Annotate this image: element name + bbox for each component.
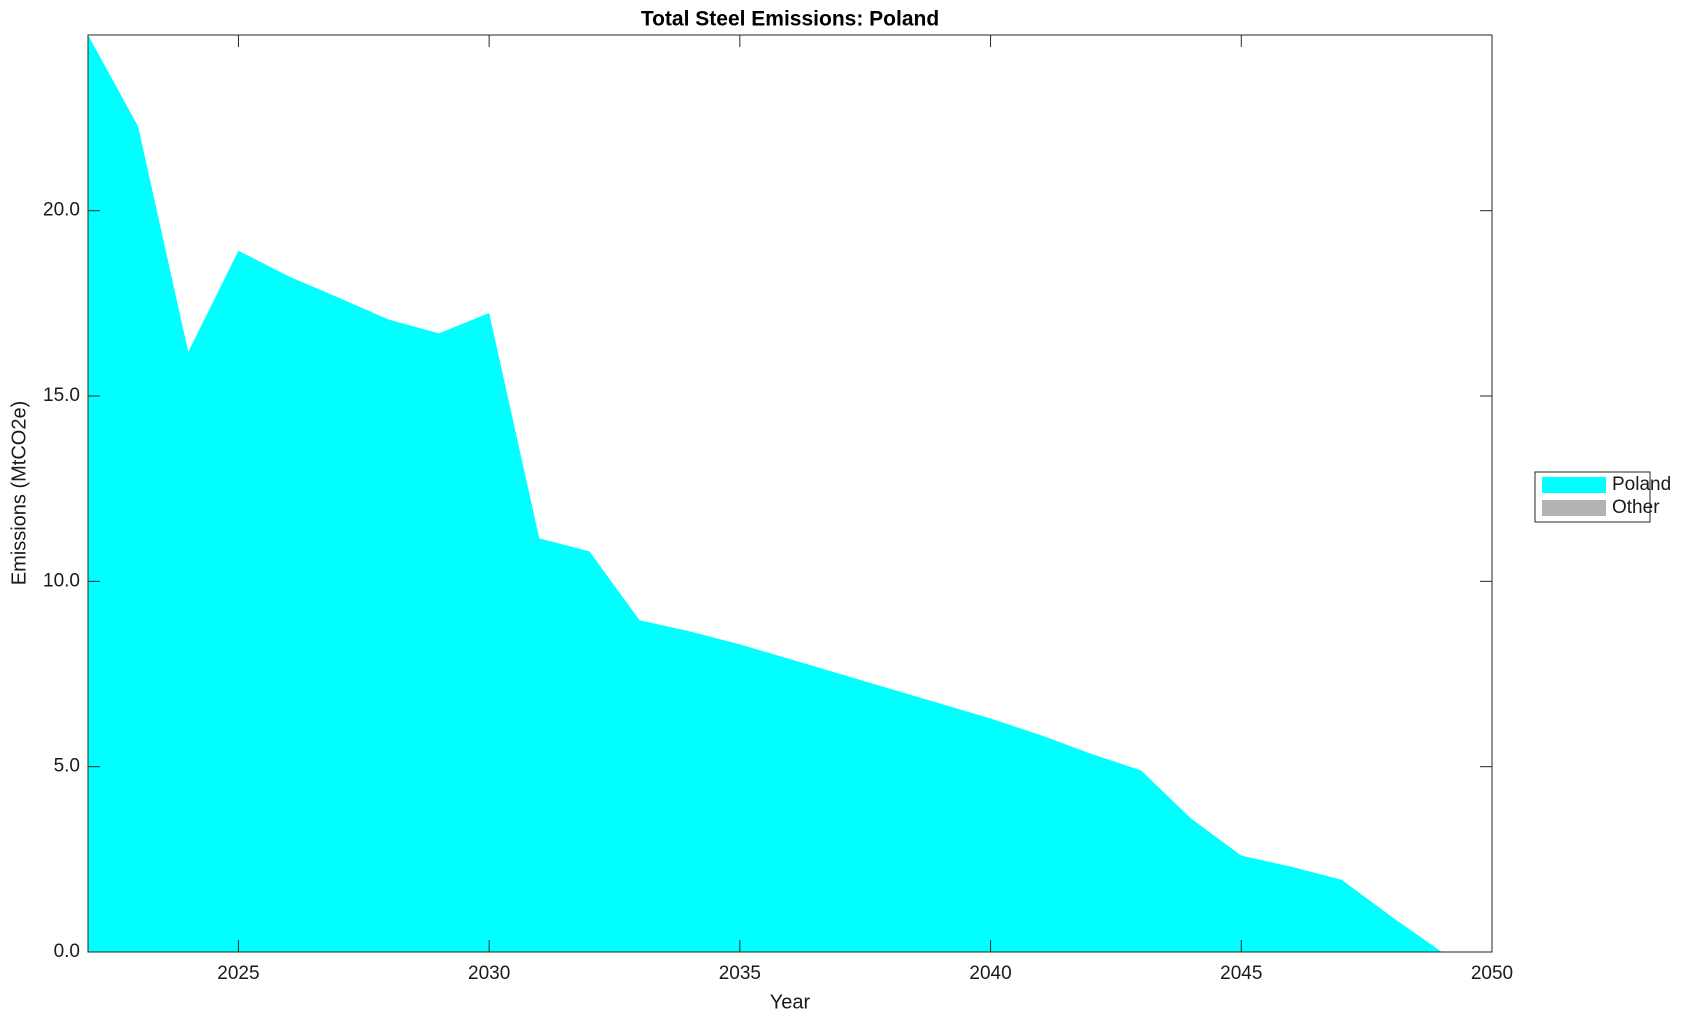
chart-title: Total Steel Emissions: Poland bbox=[641, 8, 939, 31]
y-tick-label: 10.0 bbox=[43, 570, 80, 591]
legend-swatch bbox=[1542, 477, 1606, 493]
x-tick-label: 2025 bbox=[217, 963, 259, 984]
y-tick-label: 5.0 bbox=[54, 756, 80, 777]
x-tick-label: 2040 bbox=[969, 963, 1011, 984]
x-tick-label: 2050 bbox=[1471, 963, 1513, 984]
y-axis-label: Emissions (MtCO2e) bbox=[8, 401, 30, 585]
y-tick-label: 15.0 bbox=[43, 385, 80, 406]
y-tick-label: 20.0 bbox=[43, 200, 80, 221]
x-tick-label: 2030 bbox=[468, 963, 510, 984]
y-tick-label: 0.0 bbox=[54, 941, 80, 962]
legend-label: Poland bbox=[1612, 474, 1671, 495]
x-tick-label: 2045 bbox=[1220, 963, 1262, 984]
x-axis-label: Year bbox=[770, 991, 811, 1013]
area bbox=[88, 35, 1442, 952]
plot-frame bbox=[87, 34, 1493, 953]
legend-swatch bbox=[1542, 500, 1606, 516]
legend-label: Other bbox=[1612, 497, 1660, 518]
x-tick-label: 2035 bbox=[719, 963, 761, 984]
